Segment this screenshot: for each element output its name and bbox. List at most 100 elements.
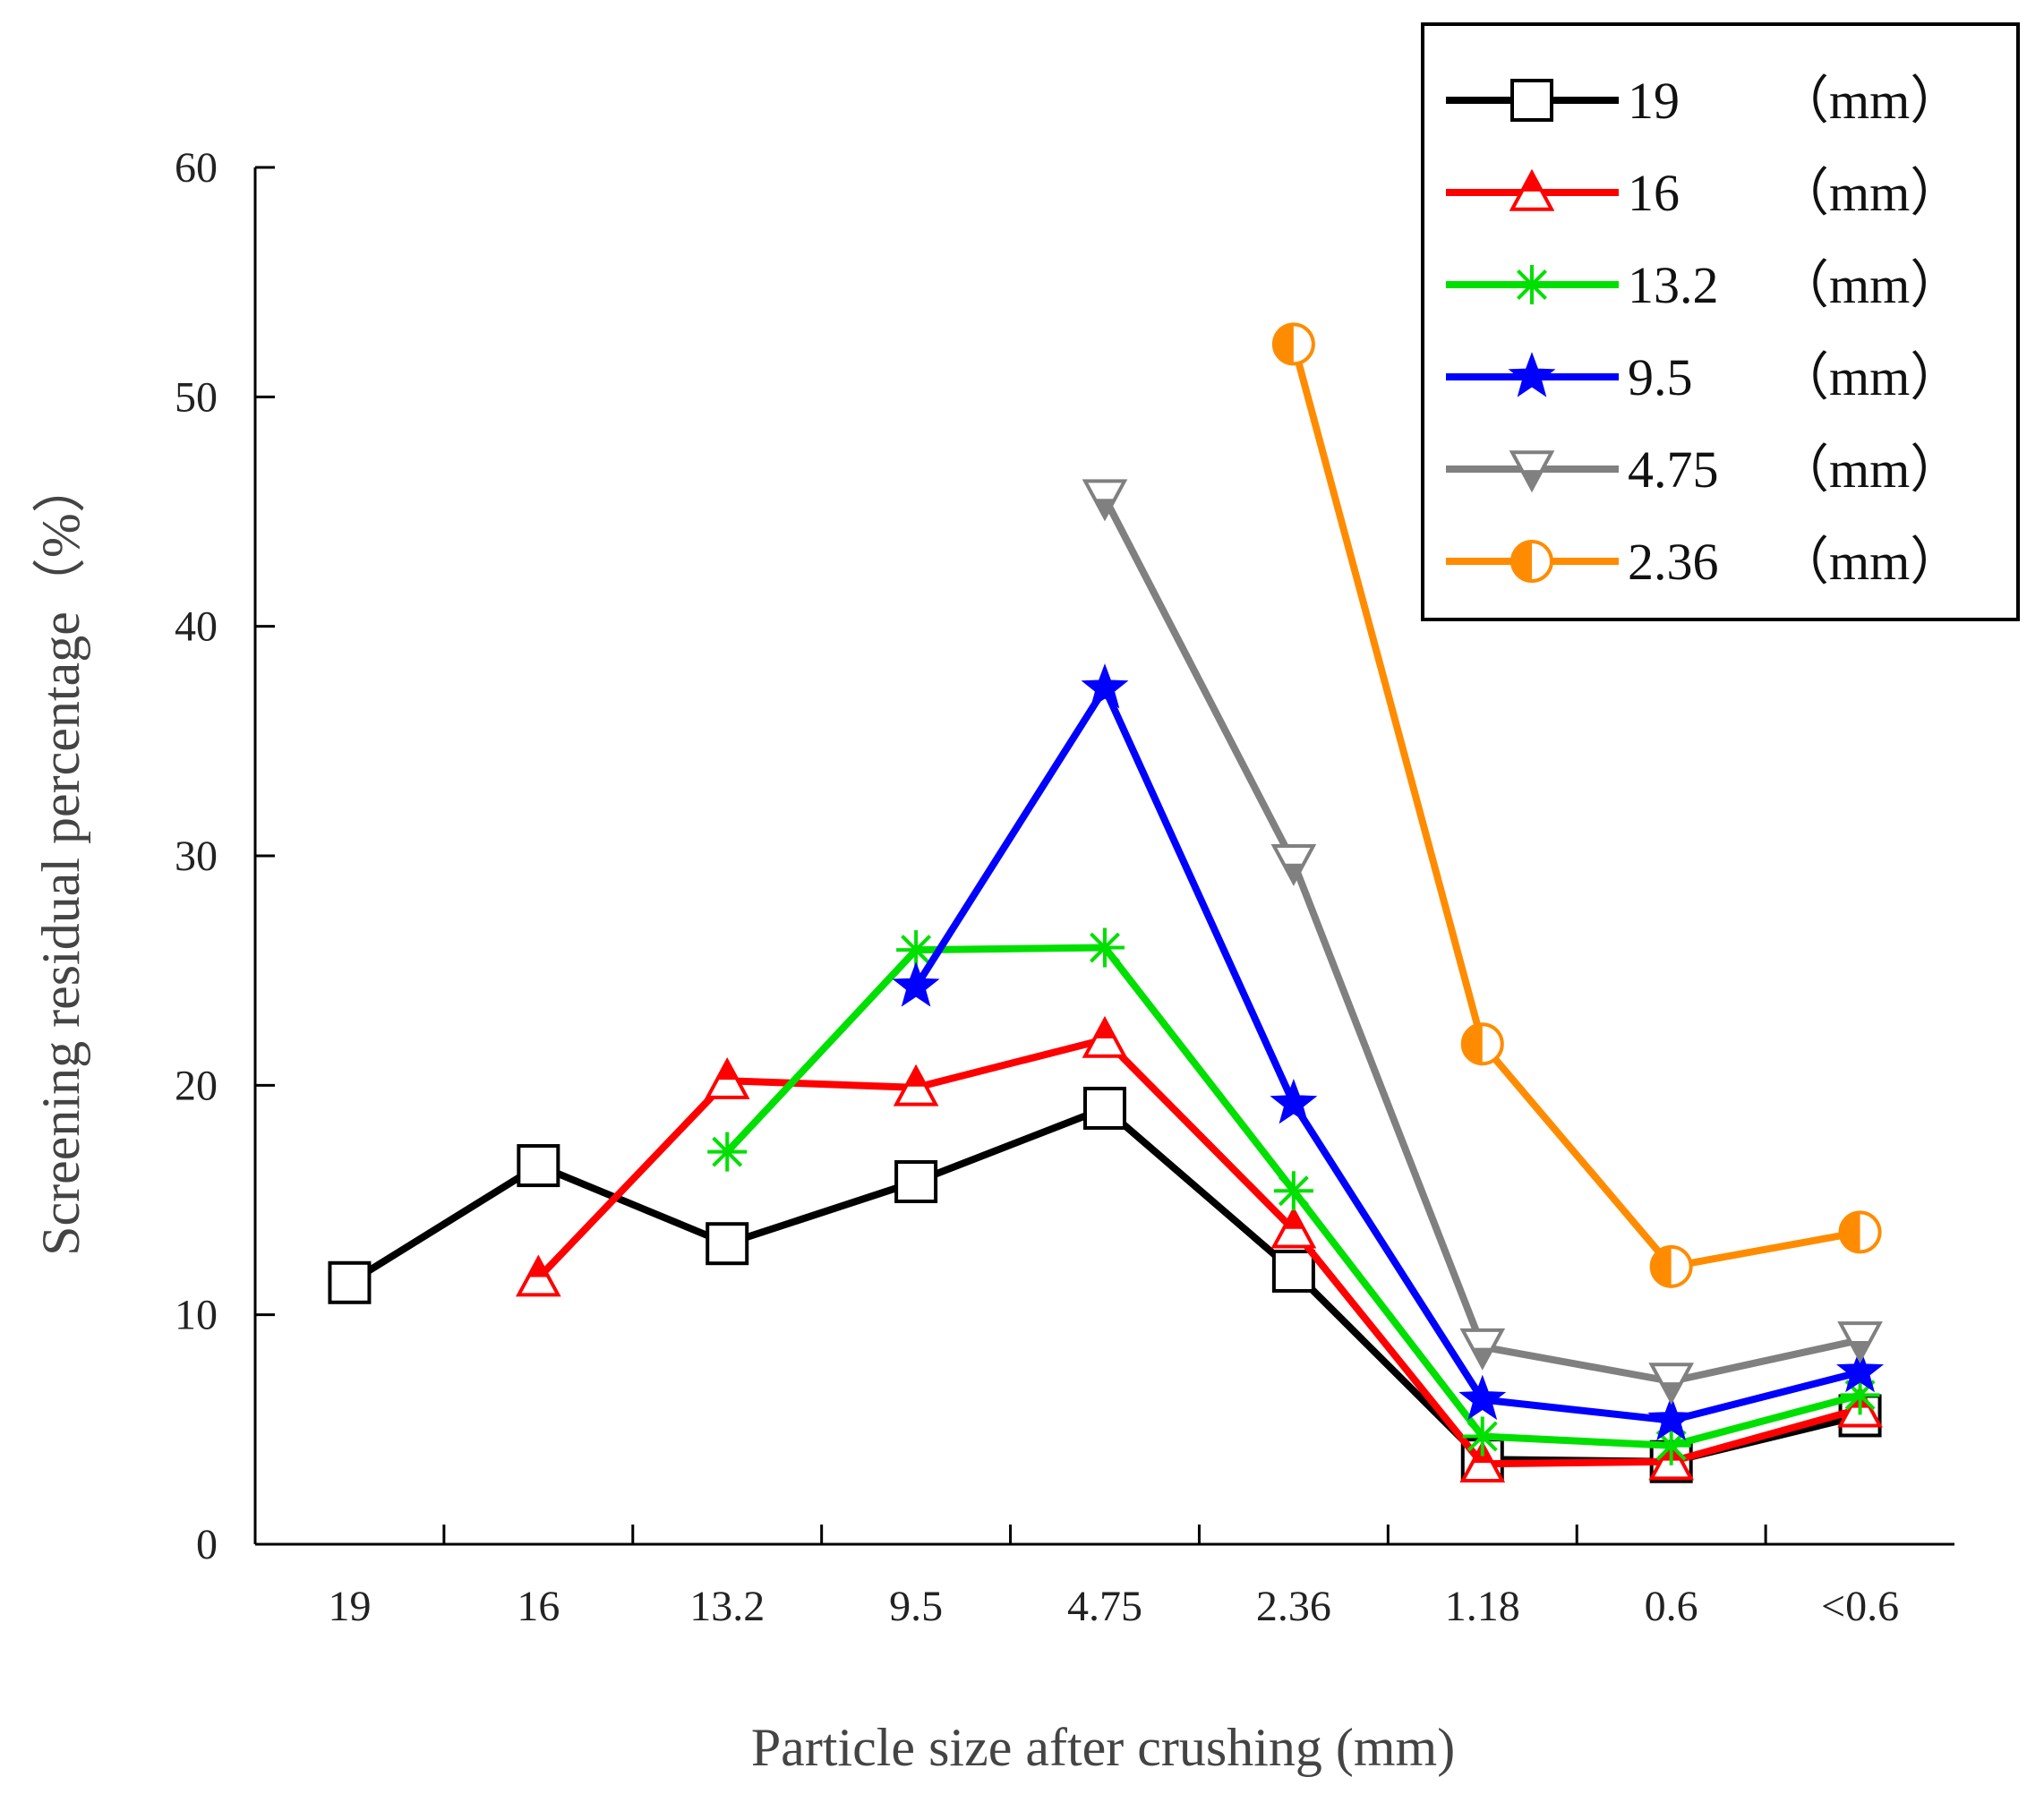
data-point-marker: [1648, 1363, 1695, 1405]
marker-fill: [1522, 470, 1542, 489]
marker-stroke: [1467, 1421, 1498, 1452]
data-point-marker: [1651, 1425, 1691, 1465]
data-point-marker: [1270, 1206, 1317, 1249]
legend-marker: [1509, 168, 1555, 211]
series-line: [1290, 343, 1861, 1270]
y-tick-label: 20: [175, 1062, 218, 1109]
marker-fill: [1095, 1020, 1115, 1038]
marker-fill: [1850, 1340, 1870, 1360]
data-point-marker: [1082, 479, 1128, 522]
x-tick-label: 9.5: [889, 1583, 943, 1630]
data-point-marker: [1836, 1346, 1885, 1393]
data-point-marker: [706, 1222, 749, 1266]
marker-fill: [1283, 863, 1304, 883]
marker-fill: [1661, 1382, 1681, 1402]
x-tick-label: 2.36: [1256, 1583, 1331, 1630]
series-9-5: [892, 663, 1885, 1441]
y-tick-label: 30: [175, 833, 218, 880]
series-19: [328, 1086, 1882, 1483]
series-line: [912, 684, 1861, 1424]
data-point-marker: [704, 1057, 750, 1099]
data-point-marker: [1460, 1022, 1504, 1066]
data-point-marker: [893, 1064, 939, 1106]
y-tick-label: 60: [175, 144, 218, 192]
legend-entry: 13.2 （mm）: [1446, 256, 1962, 314]
series-4-75: [1082, 479, 1883, 1405]
x-tick-label: 13.2: [689, 1583, 765, 1630]
x-tick-label: <0.6: [1821, 1583, 1899, 1630]
legend-unit: （mm）: [1777, 256, 1962, 314]
marker-stroke: [1278, 1175, 1309, 1207]
y-tick-label: 0: [196, 1521, 218, 1568]
legend-box: [1421, 22, 2020, 621]
y-tick-label: 40: [175, 603, 218, 651]
legend-marker: [1508, 352, 1556, 397]
data-point-marker: [1458, 1374, 1507, 1421]
legend-entry: 4.75 （mm）: [1446, 440, 1962, 499]
x-tick-label: 4.75: [1067, 1583, 1142, 1630]
marker-fill: [1522, 173, 1542, 192]
data-point-marker: [1085, 927, 1125, 968]
data-point-marker: [1649, 1244, 1693, 1288]
series-16: [515, 1015, 1883, 1482]
data-point-marker: [1082, 1015, 1128, 1058]
marker-stroke: [1090, 932, 1120, 963]
marker-fill: [1840, 1212, 1860, 1252]
legend-label: 4.75: [1628, 440, 1719, 499]
data-point-marker: [1838, 1210, 1882, 1254]
legend-label: 16: [1628, 164, 1680, 222]
data-point-marker: [515, 1254, 561, 1297]
x-tick-label: 19: [328, 1583, 371, 1630]
legend-unit: （mm）: [1777, 348, 1962, 406]
series-line: [535, 1036, 1861, 1468]
x-ticks: 19 16 13.2 9.5 4.75 2.36 1.18 0.6 <0.6: [328, 1525, 1899, 1630]
marker-fill: [528, 1258, 549, 1277]
data-point-marker: [1083, 1086, 1126, 1130]
legend-marker: [1509, 450, 1555, 493]
data-point-marker: [1837, 1321, 1883, 1364]
data-point-marker: [1647, 1395, 1696, 1441]
series-layer: [328, 322, 1885, 1483]
data-point-marker: [328, 1260, 372, 1304]
data-point-marker: [1081, 663, 1129, 709]
marker-stroke: [712, 1136, 743, 1167]
data-point-marker: [892, 961, 940, 1007]
data-point-marker: [707, 1132, 748, 1172]
marker-fill: [1462, 1024, 1483, 1064]
marker-stroke: [1517, 269, 1547, 300]
series-line: [347, 1105, 1861, 1465]
data-point-marker: [1271, 322, 1315, 366]
marker-fill: [1512, 542, 1532, 581]
legend-entry: 9.5 （mm）: [1446, 348, 1962, 406]
marker-stroke: [901, 935, 932, 966]
legend-marker: [1510, 79, 1553, 122]
marker-fill: [906, 1067, 927, 1087]
legend: 19 （mm） 16 （mm） 13.2 （mm） 9.5 （mm） 4.75 （mm） 2.36 （…: [1421, 22, 2020, 621]
data-point-marker: [517, 1144, 560, 1188]
legend-entry: 2.36 （mm）: [1446, 533, 1962, 591]
legend-entry: 19 （mm）: [1446, 72, 1962, 130]
marker-fill: [1273, 324, 1294, 364]
marker-fill: [1651, 1246, 1672, 1286]
data-point-marker: [1270, 1078, 1318, 1124]
y-tick-label: 10: [175, 1292, 218, 1339]
legend-label: 2.36: [1628, 533, 1719, 591]
legend-marker: [1512, 265, 1552, 304]
legend-label: 19: [1628, 72, 1680, 130]
marker-fill: [1283, 1209, 1304, 1229]
legend-label: 13.2: [1628, 256, 1719, 314]
data-point-marker: [1270, 843, 1317, 886]
legend-unit: （mm）: [1777, 533, 1962, 591]
legend-label: 9.5: [1628, 348, 1693, 406]
data-point-marker: [894, 1159, 938, 1203]
series-13-2: [707, 927, 1880, 1465]
y-ticks: 0 10 20 30 40 50 60: [175, 144, 275, 1568]
data-point-marker: [1273, 1171, 1313, 1211]
series-2-36: [1271, 322, 1882, 1288]
x-tick-label: 16: [517, 1583, 560, 1630]
x-tick-label: 0.6: [1645, 1583, 1698, 1630]
y-tick-label: 50: [175, 373, 218, 421]
legend-unit: （mm）: [1777, 72, 1962, 130]
data-point-marker: [1271, 1249, 1315, 1293]
